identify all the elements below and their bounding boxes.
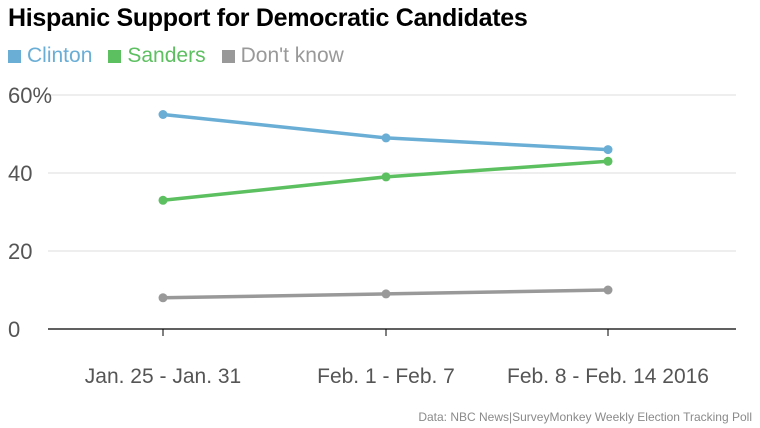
legend-item-dont-know: Don't know — [221, 44, 344, 68]
y-tick-label: 40 — [8, 161, 32, 186]
legend-swatch-dont-know — [221, 49, 235, 63]
x-tick-label: Jan. 25 - Jan. 31 — [85, 365, 241, 388]
data-point — [381, 289, 391, 299]
legend-item-clinton: Clinton — [8, 44, 92, 68]
data-point — [603, 285, 613, 295]
data-point — [381, 172, 391, 182]
data-point — [158, 293, 168, 303]
data-point — [381, 133, 391, 143]
data-point — [158, 195, 168, 205]
y-tick-label: 20 — [8, 239, 32, 264]
data-point — [603, 145, 613, 155]
x-tick-label: Feb. 8 - Feb. 14 2016 — [507, 365, 709, 388]
y-tick-label: 0 — [8, 317, 20, 342]
legend-item-sanders: Sanders — [108, 44, 206, 68]
legend: Clinton Sanders Don't know — [8, 44, 360, 68]
legend-label-clinton: Clinton — [27, 44, 93, 67]
data-point — [603, 156, 613, 166]
y-tick-label: 60% — [8, 83, 52, 108]
series-line-0 — [161, 112, 610, 152]
legend-swatch-clinton — [8, 49, 21, 63]
legend-swatch-sanders — [108, 49, 122, 63]
source-note: Data: NBC News|SurveyMonkey Weekly Elect… — [418, 410, 752, 424]
x-tick-label: Feb. 1 - Feb. 7 — [317, 365, 455, 388]
legend-label-sanders: Sanders — [127, 44, 206, 67]
data-point — [158, 110, 168, 119]
chart-title: Hispanic Support for Democratic Candidat… — [8, 4, 528, 32]
legend-label-dont-know: Don't know — [240, 44, 344, 67]
